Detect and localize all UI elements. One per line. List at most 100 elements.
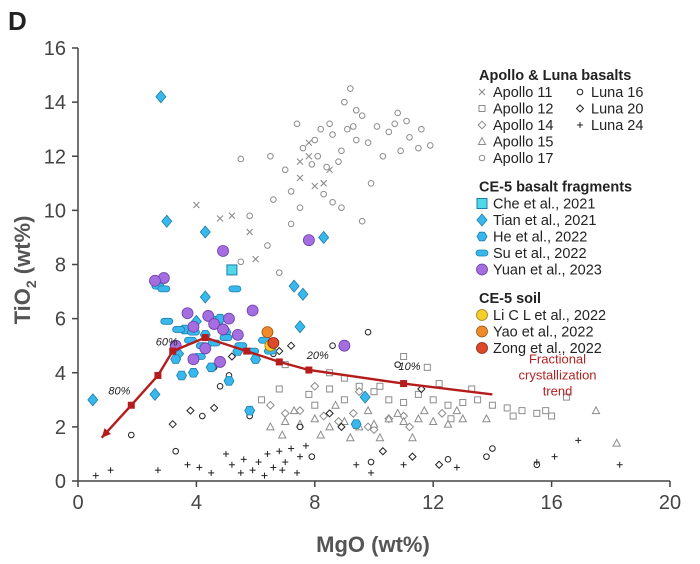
data-point xyxy=(364,139,372,147)
trend-label: trend xyxy=(543,383,573,398)
data-point xyxy=(354,387,364,397)
data-point xyxy=(369,419,379,428)
data-point xyxy=(408,432,417,442)
data-point xyxy=(214,356,226,368)
data-point xyxy=(385,128,393,136)
data-point xyxy=(277,430,287,439)
y-tick-label: 6 xyxy=(55,309,66,331)
data-point xyxy=(413,413,423,423)
data-point xyxy=(482,413,491,423)
data-point xyxy=(338,204,345,211)
data-point xyxy=(275,385,283,393)
legend-marker xyxy=(477,120,487,130)
series-apollo-15 xyxy=(265,400,622,447)
data-point xyxy=(217,245,229,257)
fractional-crystallization-trend: 10% 20% 60% 80% Fractionalcrystallizationtre… xyxy=(100,334,597,439)
data-point xyxy=(391,120,399,128)
data-point xyxy=(423,363,431,371)
data-point xyxy=(155,90,167,104)
y-tick-label: 8 xyxy=(55,255,66,277)
data-point xyxy=(280,416,290,425)
data-point xyxy=(400,353,408,361)
data-point xyxy=(199,342,212,355)
legend-label: Luna 24 xyxy=(591,118,643,134)
legend-label: Yao et al., 2022 xyxy=(493,325,594,341)
data-point xyxy=(434,460,444,469)
data-point xyxy=(437,408,447,418)
data-point xyxy=(368,469,375,476)
data-point xyxy=(320,190,327,198)
x-axis-title: MgO (wt%) xyxy=(316,532,430,557)
data-point xyxy=(419,405,429,415)
data-point xyxy=(249,467,256,474)
data-point xyxy=(305,152,313,160)
legend-label: Luna 16 xyxy=(591,85,643,101)
data-point xyxy=(297,287,309,301)
data-point xyxy=(489,445,496,452)
legend-marker xyxy=(475,249,489,257)
data-point xyxy=(347,85,354,92)
x-tick-label: 4 xyxy=(191,492,202,514)
data-point xyxy=(199,290,211,304)
data-point xyxy=(302,442,309,449)
data-point xyxy=(170,354,182,364)
data-point xyxy=(275,346,284,356)
legend-marker xyxy=(478,154,486,162)
x-tick-label: 12 xyxy=(422,492,444,514)
data-point xyxy=(548,412,556,420)
legend-heading: Apollo & Luna basalts xyxy=(479,68,631,84)
open-square-icon xyxy=(478,105,486,112)
data-point xyxy=(447,415,455,423)
filled-square-icon xyxy=(476,198,488,209)
data-point xyxy=(338,339,351,352)
panel-label: D xyxy=(8,6,27,36)
data-point xyxy=(187,353,200,366)
data-point xyxy=(209,403,219,413)
data-point xyxy=(483,453,490,460)
trend-marker xyxy=(154,371,162,379)
data-point xyxy=(518,407,526,415)
data-point xyxy=(244,405,256,416)
series-yao-et-al-2022 xyxy=(261,326,274,339)
data-point xyxy=(286,341,296,350)
series-apollo-17 xyxy=(237,85,434,276)
data-point xyxy=(533,409,541,417)
data-point xyxy=(363,422,373,432)
legend-label: He et al., 2022 xyxy=(493,230,587,246)
data-point xyxy=(428,416,438,425)
trend-line xyxy=(100,336,493,439)
data-point xyxy=(208,469,215,476)
data-point xyxy=(237,155,245,163)
data-point xyxy=(533,459,540,466)
data-point xyxy=(400,399,408,407)
legend-marker xyxy=(478,105,486,112)
data-point xyxy=(575,437,582,444)
data-point xyxy=(261,472,268,479)
legend-marker xyxy=(476,213,488,227)
data-point xyxy=(231,328,244,341)
data-point xyxy=(240,456,247,463)
data-point xyxy=(288,279,300,293)
y-tick-label: 0 xyxy=(55,471,66,493)
data-point xyxy=(452,405,462,415)
data-point xyxy=(323,163,330,171)
data-points xyxy=(87,85,623,479)
data-point xyxy=(394,361,401,368)
data-point xyxy=(406,134,413,141)
data-point xyxy=(326,385,334,393)
data-point xyxy=(149,387,161,402)
data-point xyxy=(202,310,215,322)
data-point xyxy=(310,381,320,391)
data-point xyxy=(227,352,237,361)
data-point xyxy=(562,393,570,401)
data-point xyxy=(394,109,401,117)
legend-label: Tian et al., 2021 xyxy=(493,213,596,229)
data-point xyxy=(302,234,315,247)
y-axis-title: TiO2 (wt%) xyxy=(10,216,39,325)
data-point xyxy=(352,136,360,144)
data-point xyxy=(369,425,379,435)
data-point xyxy=(308,453,316,460)
trend-percent-label: 20% xyxy=(306,350,329,362)
legend-marker xyxy=(478,88,486,96)
